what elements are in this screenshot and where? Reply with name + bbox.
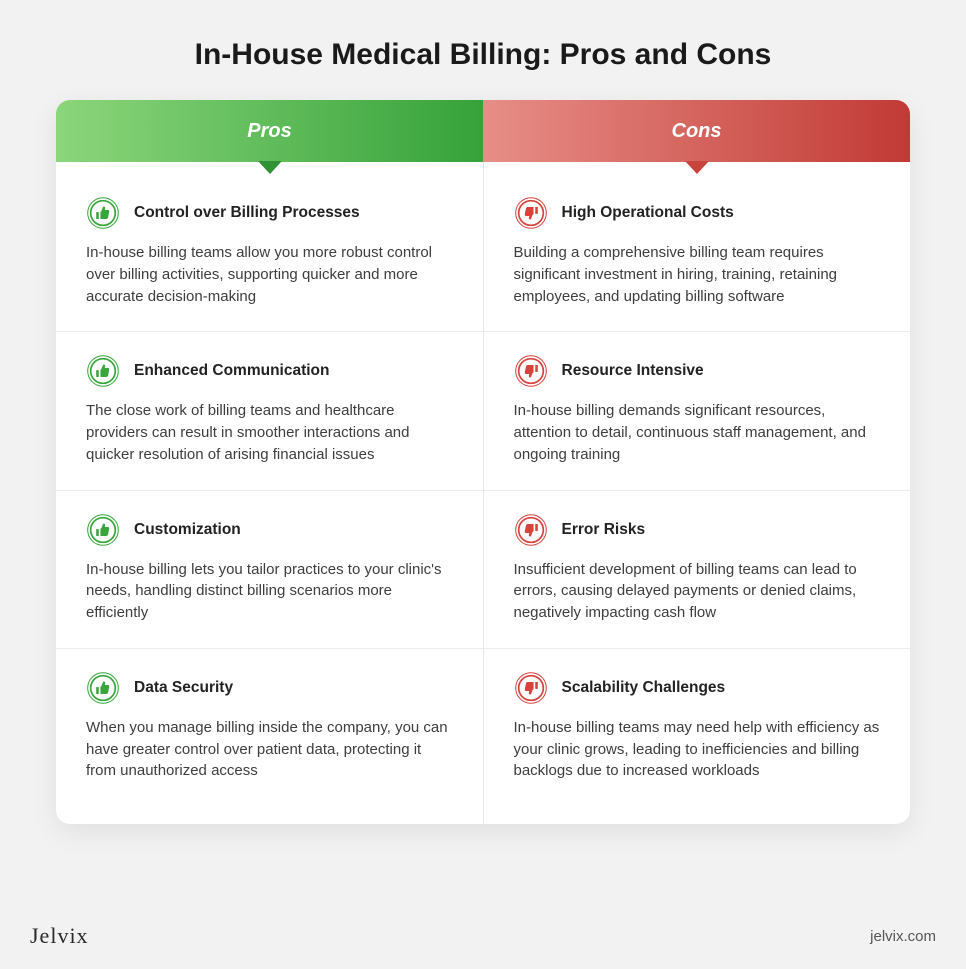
pros-item-title: Control over Billing Processes xyxy=(134,204,360,222)
thumbs-down-icon xyxy=(514,513,548,547)
pros-header-label: Pros xyxy=(247,120,291,143)
pros-item-desc: When you manage billing inside the compa… xyxy=(86,717,453,782)
pros-item-title: Enhanced Communication xyxy=(134,362,330,380)
pros-item-title: Data Security xyxy=(134,679,233,697)
thumbs-down-icon xyxy=(514,671,548,705)
pros-item-desc: In-house billing lets you tailor practic… xyxy=(86,559,453,624)
cons-item-title: Resource Intensive xyxy=(562,362,704,380)
cons-column: High Operational Costs Building a compre… xyxy=(484,162,911,824)
pros-item-desc: The close work of billing teams and heal… xyxy=(86,400,453,465)
pros-cons-table: Pros Cons Control over Billing Processes… xyxy=(56,100,910,824)
cons-item-title: High Operational Costs xyxy=(562,204,734,222)
pros-item-desc: In-house billing teams allow you more ro… xyxy=(86,242,453,307)
cons-item-desc: Building a comprehensive billing team re… xyxy=(514,242,881,307)
page-title: In-House Medical Billing: Pros and Cons xyxy=(56,38,910,72)
thumbs-down-icon xyxy=(514,196,548,230)
thumbs-up-icon xyxy=(86,354,120,388)
table-headers: Pros Cons xyxy=(56,100,910,162)
thumbs-up-icon xyxy=(86,671,120,705)
pros-item: Customization In-house billing lets you … xyxy=(56,491,483,649)
pros-item: Control over Billing Processes In-house … xyxy=(56,174,483,332)
pros-item: Enhanced Communication The close work of… xyxy=(56,332,483,490)
pros-item-title: Customization xyxy=(134,521,241,539)
pros-header: Pros xyxy=(56,100,483,162)
cons-item-title: Scalability Challenges xyxy=(562,679,726,697)
thumbs-up-icon xyxy=(86,196,120,230)
cons-item: High Operational Costs Building a compre… xyxy=(484,174,911,332)
pros-column: Control over Billing Processes In-house … xyxy=(56,162,484,824)
cons-header-label: Cons xyxy=(672,120,722,143)
pros-item: Data Security When you manage billing in… xyxy=(56,649,483,806)
brand-logo: Jelvix xyxy=(30,923,89,949)
thumbs-down-icon xyxy=(514,354,548,388)
cons-item-title: Error Risks xyxy=(562,521,646,539)
cons-item: Error Risks Insufficient development of … xyxy=(484,491,911,649)
cons-header: Cons xyxy=(483,100,910,162)
cons-item-desc: In-house billing demands significant res… xyxy=(514,400,881,465)
cons-item-desc: Insufficient development of billing team… xyxy=(514,559,881,624)
cons-item: Scalability Challenges In-house billing … xyxy=(484,649,911,806)
footer: Jelvix jelvix.com xyxy=(30,923,936,949)
cons-item: Resource Intensive In-house billing dema… xyxy=(484,332,911,490)
thumbs-up-icon xyxy=(86,513,120,547)
cons-item-desc: In-house billing teams may need help wit… xyxy=(514,717,881,782)
table-body: Control over Billing Processes In-house … xyxy=(56,162,910,824)
brand-url: jelvix.com xyxy=(870,928,936,945)
